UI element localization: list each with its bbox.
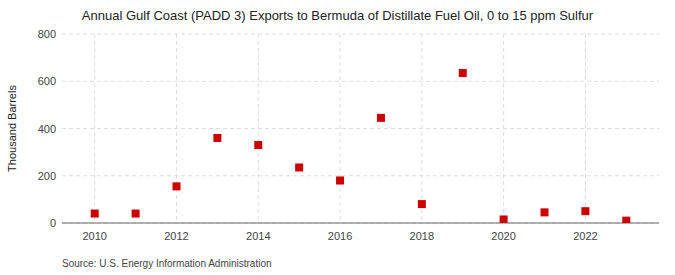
x-axis-line <box>62 223 659 224</box>
y-grid-line <box>62 223 659 224</box>
x-grid-line <box>94 34 95 223</box>
y-tick-label: 0 <box>50 217 56 229</box>
x-grid-line <box>421 34 422 223</box>
y-grid-line <box>62 128 659 129</box>
y-tick-label: 200 <box>38 170 56 182</box>
point <box>581 207 589 215</box>
grid <box>62 34 659 223</box>
point <box>91 210 99 218</box>
point <box>172 182 180 190</box>
point <box>418 200 426 208</box>
point <box>295 163 303 171</box>
point <box>213 134 221 142</box>
y-axis-label: Thousand Barrels <box>6 85 18 172</box>
point <box>132 210 140 218</box>
point <box>622 217 630 223</box>
point <box>459 69 467 77</box>
y-tick-label: 400 <box>38 123 56 135</box>
x-grid-line <box>503 34 504 223</box>
chart-svg: Annual Gulf Coast (PADD 3) Exports to Be… <box>0 0 675 275</box>
point <box>254 141 262 149</box>
y-tick-label: 800 <box>38 28 56 40</box>
x-grid-line <box>176 34 177 223</box>
point <box>377 114 385 122</box>
point <box>500 215 508 223</box>
point <box>336 176 344 184</box>
y-tick-label: 600 <box>38 75 56 87</box>
x-tick-label: 2020 <box>491 230 515 242</box>
y-grid-line <box>62 175 659 176</box>
chart-container: Annual Gulf Coast (PADD 3) Exports to Be… <box>0 0 675 275</box>
source-note: Source: U.S. Energy Information Administ… <box>62 258 272 269</box>
axes: 0 200 400 600 800 2010 2012 2014 2016 2018 2020 202… <box>38 28 659 242</box>
points <box>91 69 631 223</box>
x-grid-line <box>258 34 259 223</box>
x-tick-label: 2014 <box>246 230 270 242</box>
x-tick-label: 2016 <box>328 230 352 242</box>
x-grid-line <box>340 34 341 223</box>
x-tick-label: 2012 <box>164 230 188 242</box>
y-grid-line <box>62 34 659 35</box>
x-tick-label: 2022 <box>573 230 597 242</box>
point <box>541 208 549 216</box>
title: Annual Gulf Coast (PADD 3) Exports to Be… <box>82 8 594 23</box>
x-tick-label: 2010 <box>82 230 106 242</box>
x-grid-line <box>585 34 586 223</box>
y-grid-line <box>62 81 659 82</box>
x-tick-label: 2018 <box>410 230 434 242</box>
